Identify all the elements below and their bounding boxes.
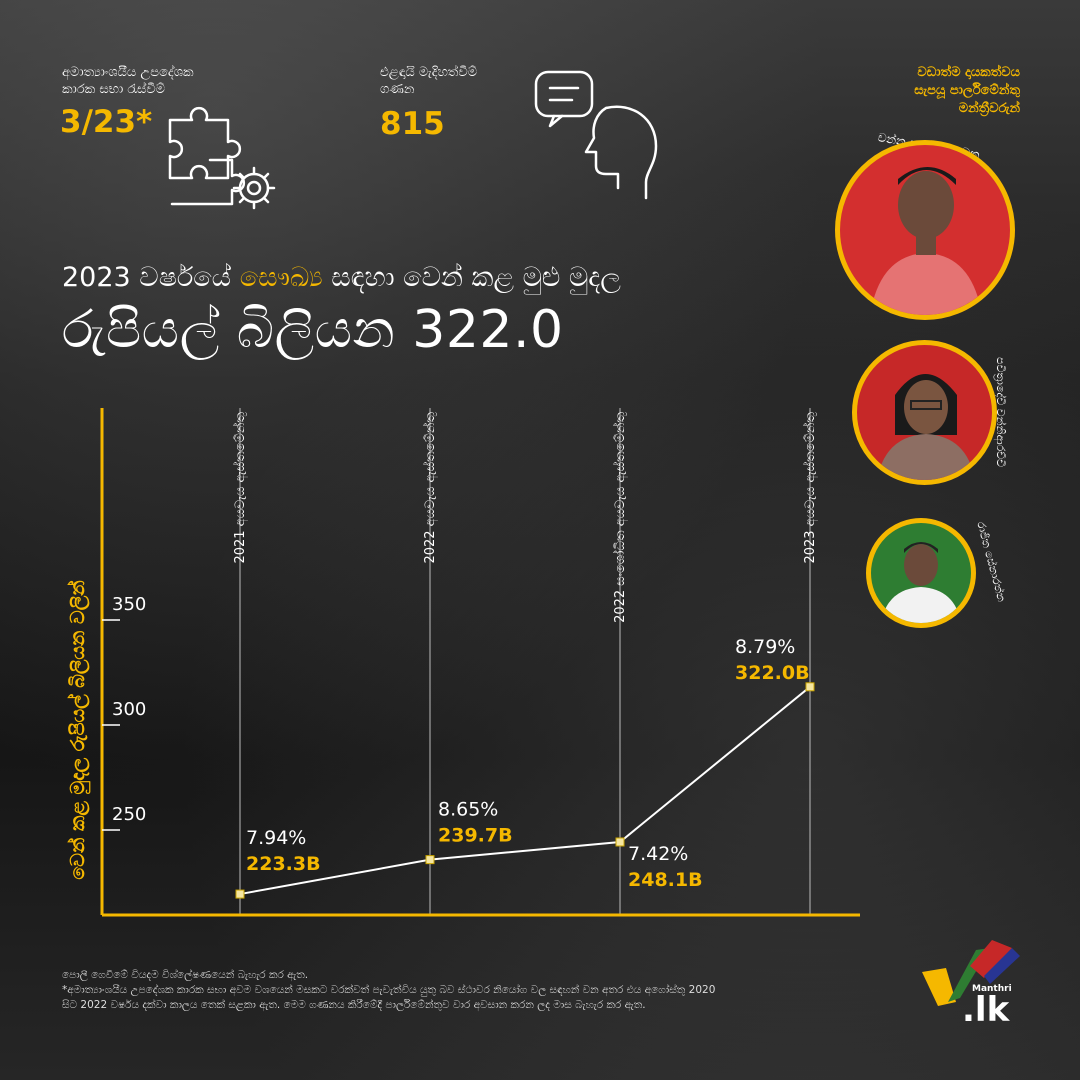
headline-line1: 2023 වර්ෂයේ සෞඛ්‍ය සඳහා වෙන් කළ මුළු මුද…	[62, 262, 621, 294]
stat-committee-label-line2: කාරක සභා රැස්වීම්	[62, 82, 166, 97]
value-label: 322.0B	[735, 662, 810, 684]
stat-committee-label: අමාත්‍යාංශයීය උපදේශක කාරක සභා රැස්වීම්	[62, 64, 194, 98]
y-axis-label: වෙන් කළ මුදල රුපියල් බිලියන වලින්	[67, 580, 92, 880]
stat-interventions-value: 815	[380, 106, 445, 142]
footer-line2: *අමාත්‍යාංශයීය උපදේශක කාරක සභා අවම වශයෙන…	[62, 984, 716, 996]
headline-line1-highlight: සෞඛ්‍ය	[239, 262, 323, 293]
logo-top-text: Manthri	[972, 984, 1012, 994]
category-label: 2023 අයවැය ඇස්තමේන්තු	[802, 412, 818, 564]
stat-interventions-label: එළඳායි මැදිහත්වීම් ගණන	[380, 64, 477, 98]
category-label: 2022 සංශෝධිත අයවැය ඇස්තමේන්තු	[612, 412, 628, 623]
footer-line3: සිට 2022 වර්ෂය දක්වා කාලය තෙක් සළකා ඇත. …	[62, 999, 646, 1011]
stat-interventions-label-line1: එළඳායි මැදිහත්වීම්	[380, 65, 478, 80]
headline-line1-pre: 2023 වර්ෂයේ	[62, 262, 232, 293]
data-point	[235, 889, 245, 899]
mp-name-3: රාජිත සේනාරත්න	[974, 520, 1009, 604]
value-label: 248.1B	[628, 869, 703, 891]
data-point	[615, 837, 625, 847]
stat-interventions-label-line2: ගණන	[380, 82, 415, 97]
puzzle-gear-icon	[168, 106, 276, 210]
stat-committee-label-line1: අමාත්‍යාංශයීය උපදේශක	[62, 65, 194, 80]
mps-title-line1: වඩාත්ම දායකත්වය	[917, 65, 1020, 80]
footer-notes: පොලී ගෙවීමේ වියදම විශ්ලේෂණයෙන් බැහැර කර …	[62, 968, 892, 1013]
line-chart: 2021 අයවැය ඇස්තමේන්තු 2022 අයවැය ඇස්තමේන්…	[67, 408, 860, 917]
mp-avatar-1	[835, 140, 1015, 320]
footer-line1: පොලී ගෙවීමේ වියදම විශ්ලේෂණයෙන් බැහැර කර …	[62, 969, 309, 981]
category-label: 2022 අයවැය ඇස්තමේන්තු	[422, 412, 438, 564]
value-label: 223.3B	[246, 853, 321, 875]
mp-avatar-3	[866, 518, 976, 628]
percent-label: 8.65%	[438, 799, 498, 821]
mps-title-line2: සැපයූ පාර්ලිමේන්තු	[914, 83, 1020, 98]
person-silhouette-icon	[881, 542, 961, 623]
y-tick-label: 250	[112, 804, 146, 825]
y-tick-label: 350	[112, 594, 146, 615]
mps-title-line3: මන්ත්‍රීවරුන්	[958, 101, 1020, 116]
manthri-logo-icon	[922, 940, 1020, 1006]
percent-label: 7.94%	[246, 827, 306, 849]
person-silhouette-icon	[870, 167, 982, 315]
mps-section-title: වඩාත්ම දායකත්වය සැපයූ පාර්ලිමේන්තු මන්ත්…	[914, 64, 1020, 118]
head-speech-bubble-icon	[534, 70, 658, 200]
series-line	[239, 686, 811, 896]
percent-label: 8.79%	[735, 636, 795, 658]
person-silhouette-icon	[877, 374, 975, 480]
mp-avatar-2	[852, 340, 997, 485]
data-point	[805, 682, 815, 692]
headline-line2: රුපියල් බිලියන 322.0	[62, 300, 564, 360]
data-point	[425, 855, 435, 865]
value-label: 239.7B	[438, 825, 513, 847]
logo-main-text: .lk	[962, 990, 1010, 1030]
stat-committee-value: 3/23*	[60, 104, 153, 140]
category-label: 2021 අයවැය ඇස්තමේන්තු	[232, 412, 248, 564]
y-tick-label: 300	[112, 699, 146, 720]
percent-label: 7.42%	[628, 843, 688, 865]
headline-line1-post: සඳහා වෙන් කළ මුළු මුදල	[331, 262, 621, 293]
